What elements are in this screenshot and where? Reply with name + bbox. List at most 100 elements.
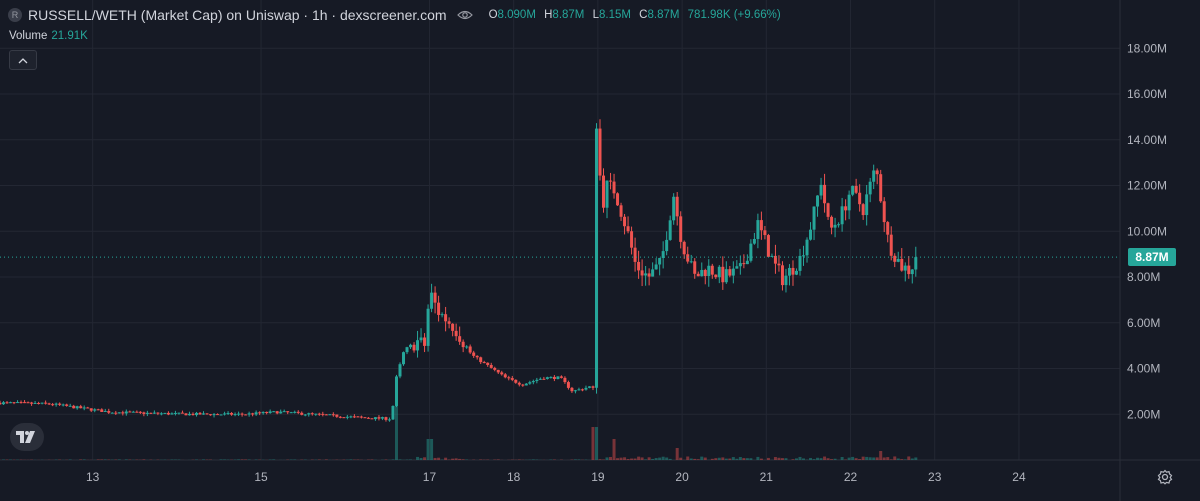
candle-body: [265, 411, 269, 414]
volume-bar: [700, 456, 704, 460]
candle-body: [798, 255, 802, 271]
volume-bar: [721, 457, 725, 460]
y-tick-label: 18.00M: [1127, 41, 1167, 55]
candle-body: [23, 402, 27, 404]
volume-bar: [679, 457, 683, 460]
volume-bars: [0, 406, 918, 460]
candle-body: [377, 417, 381, 419]
volume-bar: [854, 458, 858, 460]
candle-body: [89, 408, 93, 411]
candle-body: [314, 413, 318, 415]
candle-body: [173, 412, 177, 414]
collapse-legend-button[interactable]: [9, 50, 37, 70]
volume-bar: [794, 458, 798, 460]
candle-body: [310, 413, 314, 415]
candle-body: [787, 267, 791, 276]
ohlc-close-value: 8.87M: [647, 9, 680, 21]
candle-body: [896, 258, 900, 262]
candle-body: [451, 323, 455, 331]
candle-body: [633, 247, 637, 262]
candle-body: [475, 355, 479, 358]
candle-body: [209, 414, 213, 416]
eye-icon[interactable]: [456, 9, 473, 21]
gear-icon[interactable]: [1156, 468, 1174, 486]
candle-body: [837, 224, 841, 226]
candle-body: [202, 413, 206, 415]
candle-body: [342, 417, 346, 419]
candle-body: [54, 403, 58, 405]
y-tick-label: 12.00M: [1127, 179, 1167, 193]
candle-body: [591, 386, 595, 388]
candle-body: [328, 414, 332, 416]
candle-body: [9, 402, 13, 404]
volume-bar: [861, 456, 865, 460]
volume-bar: [798, 456, 802, 460]
candle-body: [703, 269, 707, 277]
candle-body: [373, 417, 377, 420]
candle-body: [72, 405, 76, 409]
volume-bar: [454, 458, 458, 460]
volume-bar: [619, 457, 623, 460]
volume-bar: [882, 457, 886, 460]
candle-body: [103, 411, 107, 413]
candle-body: [79, 406, 83, 409]
candle-body: [766, 235, 770, 257]
volume-bar: [830, 459, 834, 460]
candle-body: [440, 314, 444, 316]
volume-bar: [693, 458, 697, 460]
candle-body: [626, 226, 630, 232]
candle-body: [461, 341, 465, 348]
candle-body: [805, 239, 809, 256]
volume-bar: [791, 459, 795, 460]
candle-body: [693, 261, 697, 274]
candle-body: [293, 411, 297, 413]
candle-body: [244, 414, 248, 416]
candle-body: [535, 379, 539, 382]
volume-bar: [598, 459, 602, 460]
volume-bar: [840, 456, 844, 460]
candle-body: [752, 238, 756, 244]
candle-body: [777, 263, 781, 266]
candle-body: [156, 412, 160, 414]
candle-body: [426, 308, 430, 346]
volume-bar: [893, 456, 897, 460]
candle-body: [447, 321, 451, 324]
candle-body: [886, 222, 890, 235]
candle-body: [802, 255, 806, 257]
candle-body: [430, 292, 434, 309]
candle-body: [391, 405, 395, 420]
candle-body: [194, 412, 198, 416]
candle-body: [612, 181, 616, 194]
token-logo: R: [8, 8, 22, 22]
candle-body: [914, 257, 918, 270]
volume-bar: [96, 459, 100, 460]
candle-body: [5, 402, 9, 404]
tradingview-logo[interactable]: [10, 423, 44, 451]
x-tick-label: 13: [86, 470, 100, 484]
candle-body: [658, 257, 662, 265]
volume-bar: [237, 459, 241, 460]
volume-bar: [738, 457, 742, 460]
candle-body: [738, 263, 742, 267]
ohlc-open-key: O: [488, 9, 498, 21]
volume-bar: [728, 458, 732, 460]
candle-body: [679, 216, 683, 242]
y-tick-label: 4.00M: [1127, 362, 1160, 376]
candle-body: [198, 412, 202, 415]
volume-bar: [675, 448, 679, 460]
candle-body: [903, 265, 907, 271]
candle-body: [823, 184, 827, 204]
candle-body: [187, 413, 191, 416]
candle-body: [507, 377, 511, 379]
volume-bar: [349, 459, 353, 460]
candle-body: [910, 269, 914, 275]
volume-bar: [724, 458, 728, 460]
candle-body: [644, 273, 648, 276]
candle-body: [696, 273, 700, 277]
candle-body: [724, 269, 728, 283]
volume-bar: [479, 459, 483, 460]
volume-bar: [658, 457, 662, 460]
volume-bar: [433, 457, 437, 460]
volume-bar: [517, 459, 521, 460]
